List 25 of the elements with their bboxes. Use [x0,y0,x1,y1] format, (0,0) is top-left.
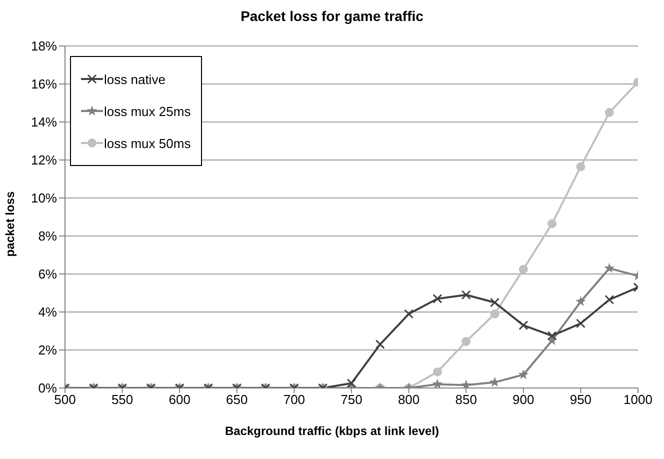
y-tick-label: 18% [30,38,58,54]
x-tick-label: 600 [168,392,190,408]
x-tick-label: 650 [226,392,248,408]
y-tick-label: 6% [38,266,58,282]
x-tick-label: 950 [570,392,592,408]
legend-label: loss mux 25ms [104,104,191,118]
y-tick-label: 8% [38,228,58,244]
x-tick-label: 800 [398,392,420,408]
y-tick-label: 16% [30,76,58,92]
legend-label: loss mux 50ms [104,136,191,150]
y-tick-label: 4% [38,304,58,320]
x-tick-label: 850 [455,392,477,408]
x-tick-label: 900 [512,392,534,408]
x-axis-title: Background traffic (kbps at link level) [224,424,440,438]
y-tick-label: 12% [30,152,58,168]
x-tick-label: 750 [340,392,362,408]
legend-label: loss native [104,72,166,86]
x-tick-label: 1000 [624,392,652,408]
y-tick-label: 14% [30,114,58,130]
y-tick-label: 2% [38,342,58,358]
x-tick-label: 550 [111,392,134,408]
y-tick-label: 10% [30,190,58,206]
y-axis-title: packet loss [3,190,17,259]
chart-title: Packet loss for game traffic [240,8,424,24]
x-tick-label: 700 [283,392,306,408]
